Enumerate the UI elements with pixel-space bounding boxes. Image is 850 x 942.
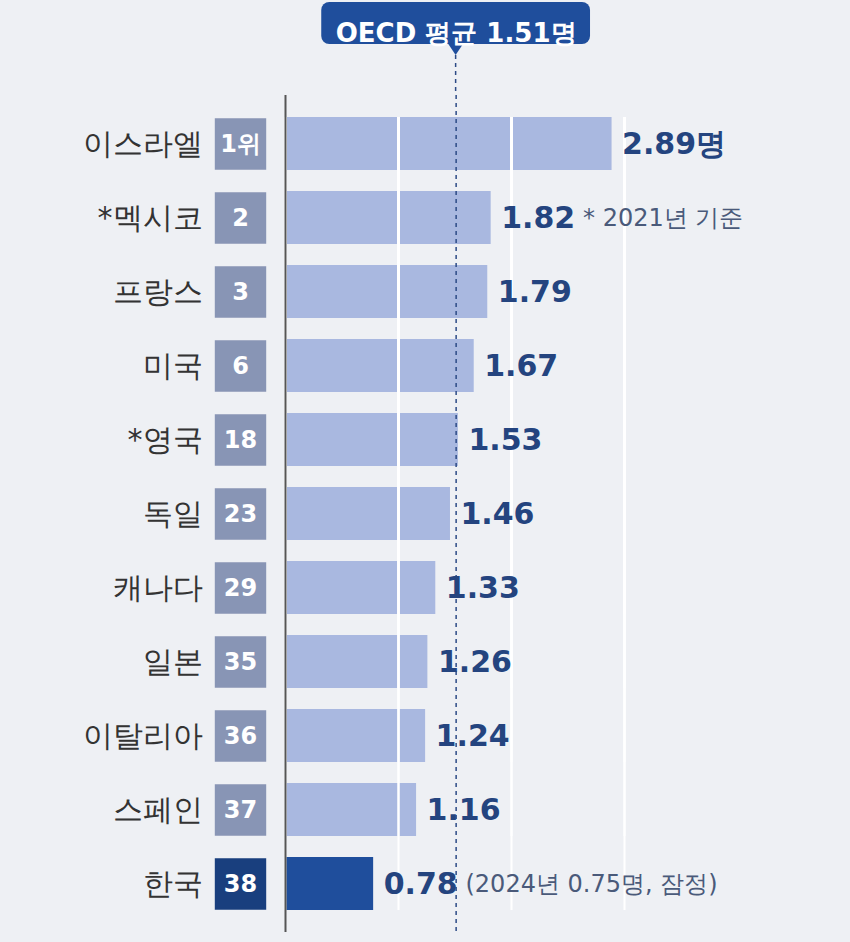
svg-text:37: 37 bbox=[224, 796, 257, 824]
svg-text:독일: 독일 bbox=[143, 496, 203, 531]
svg-text:38: 38 bbox=[224, 870, 257, 898]
svg-text:캐나다: 캐나다 bbox=[113, 570, 203, 605]
svg-text:(2024년 0.75명, 잠정): (2024년 0.75명, 잠정) bbox=[465, 870, 717, 898]
svg-text:1.16: 1.16 bbox=[427, 792, 501, 827]
svg-text:18: 18 bbox=[224, 426, 257, 454]
svg-text:1위: 1위 bbox=[220, 130, 261, 158]
svg-text:1.24: 1.24 bbox=[436, 718, 510, 753]
svg-text:1.79: 1.79 bbox=[498, 274, 572, 309]
svg-text:1.53: 1.53 bbox=[468, 422, 542, 457]
svg-text:36: 36 bbox=[224, 722, 257, 750]
svg-text:일본: 일본 bbox=[143, 644, 203, 679]
svg-text:OECD 평균 1.51명: OECD 평균 1.51명 bbox=[336, 18, 577, 48]
svg-text:이스라엘: 이스라엘 bbox=[83, 126, 203, 161]
svg-text:35: 35 bbox=[224, 648, 257, 676]
svg-text:스페인: 스페인 bbox=[113, 792, 203, 827]
svg-text:3: 3 bbox=[232, 278, 249, 306]
svg-text:*영국: *영국 bbox=[128, 422, 203, 457]
svg-text:1.82: 1.82 bbox=[501, 200, 575, 235]
svg-text:1.26: 1.26 bbox=[438, 644, 512, 679]
svg-text:이탈리아: 이탈리아 bbox=[83, 718, 203, 753]
svg-text:23: 23 bbox=[224, 500, 257, 528]
svg-text:한국: 한국 bbox=[143, 866, 203, 901]
svg-text:*멕시코: *멕시코 bbox=[98, 200, 203, 235]
svg-text:2: 2 bbox=[232, 204, 249, 232]
svg-text:프랑스: 프랑스 bbox=[113, 274, 203, 309]
svg-text:1.67: 1.67 bbox=[484, 348, 558, 383]
svg-text:1.33: 1.33 bbox=[446, 570, 520, 605]
svg-text:0.78: 0.78 bbox=[384, 866, 458, 901]
svg-text:2.89명: 2.89명 bbox=[622, 126, 726, 161]
svg-text:* 2021년 기준: * 2021년 기준 bbox=[583, 204, 743, 232]
svg-text:1.46: 1.46 bbox=[460, 496, 534, 531]
svg-text:29: 29 bbox=[224, 574, 257, 602]
svg-text:6: 6 bbox=[232, 352, 249, 380]
svg-text:미국: 미국 bbox=[143, 348, 203, 383]
